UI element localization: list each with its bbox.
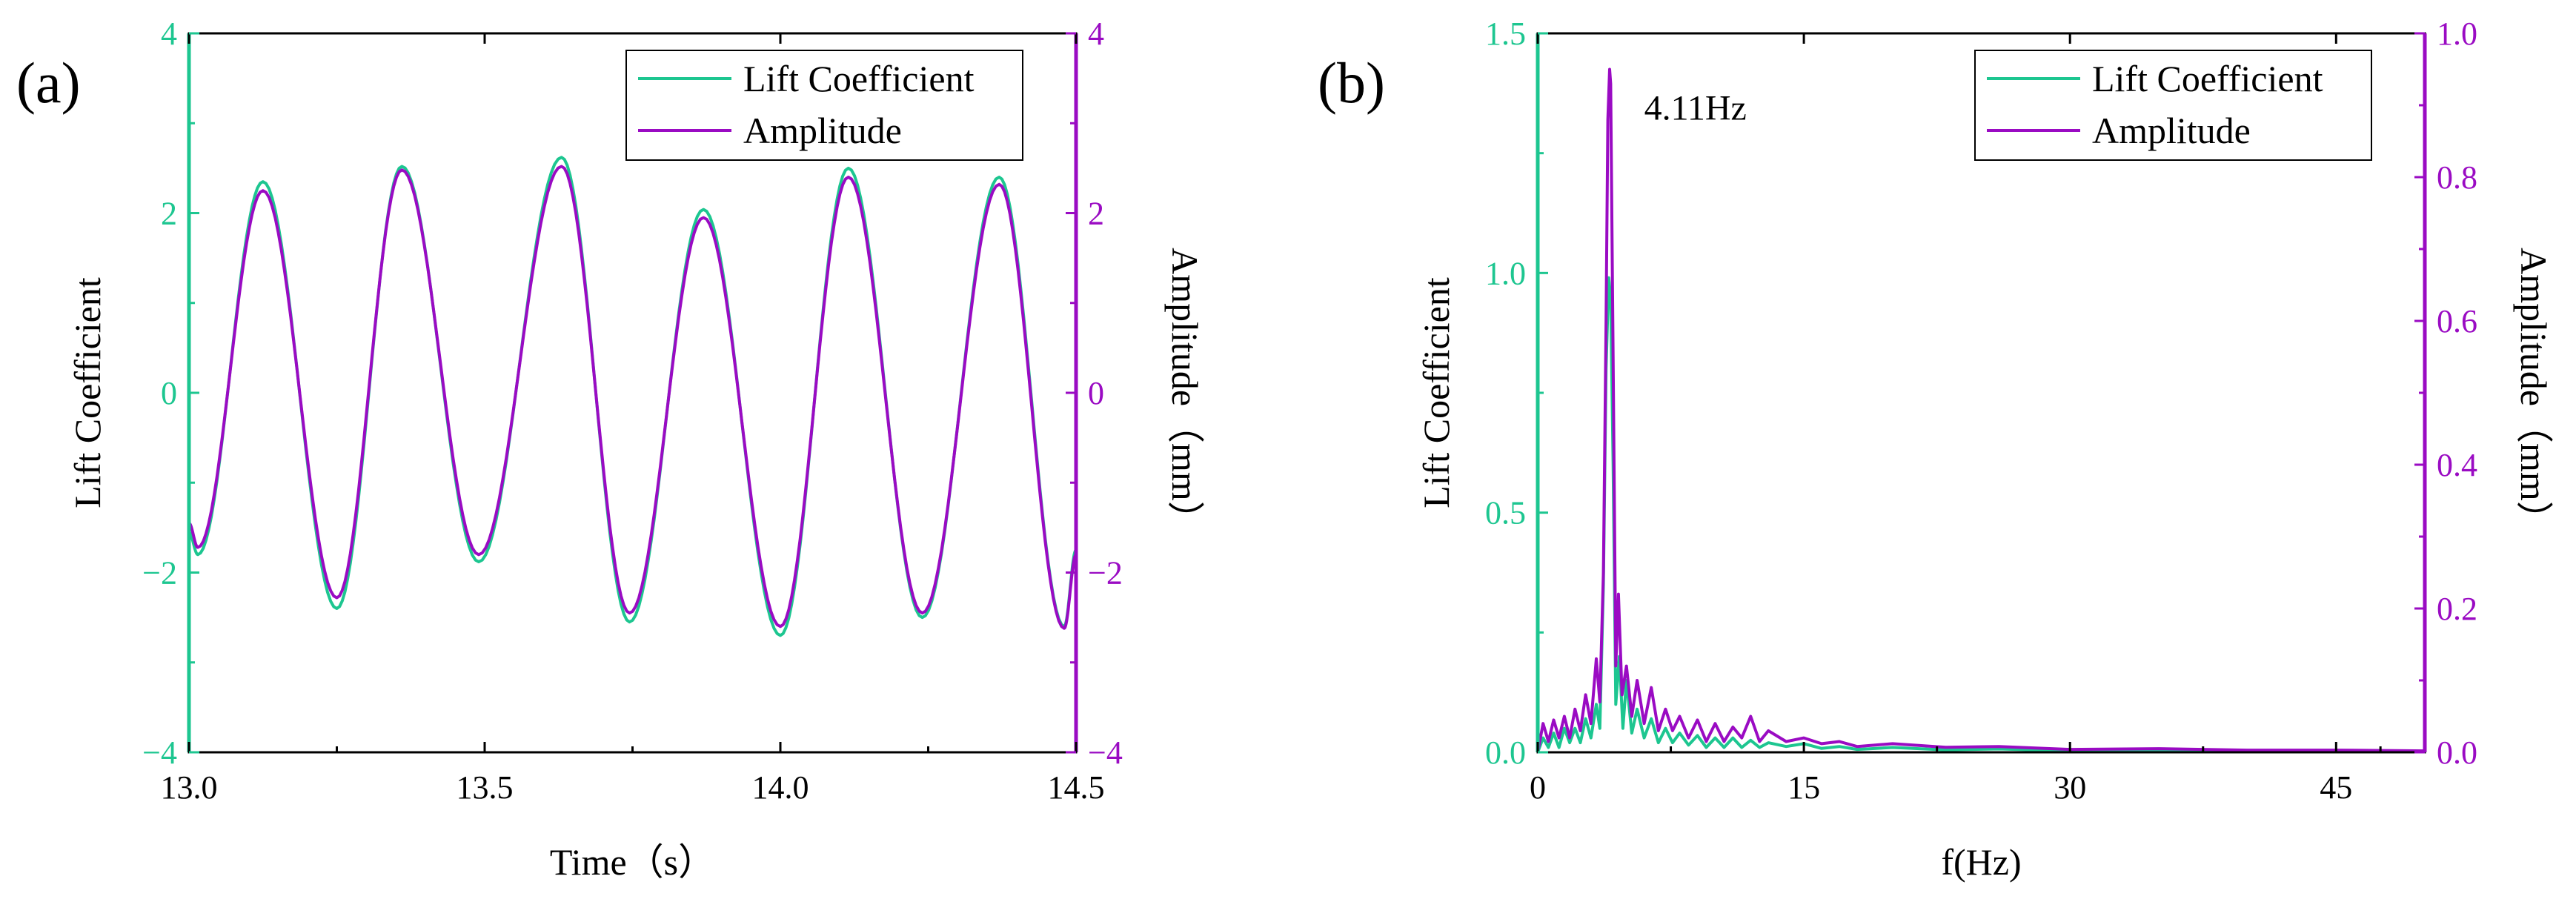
panel-a-legend: Lift Coefficient Amplitude — [625, 50, 1023, 161]
panel-a-y2-tick-label: 4 — [1088, 16, 1104, 52]
panel-b-y2-tick-label: 0.8 — [2437, 159, 2477, 196]
panel-b: (b) 0 15 30 45 0.0 0.5 1.0 1.5 0.0 0.2 0.4 0.6 0.8 1.… — [1318, 16, 2555, 883]
panel-b-legend-box — [1974, 50, 2372, 161]
panel-b-peak-annotation: 4.11Hz — [1644, 88, 1747, 127]
panel-a-x-axis-title: Time（s） — [550, 841, 715, 883]
panel-a-y2-tick-label: 0 — [1088, 375, 1104, 411]
panel-b-x-axis-title: f(Hz) — [1941, 841, 2021, 883]
panel-b-legend-label-amplitude: Amplitude — [2092, 110, 2251, 151]
panel-a-y-tick-label: −2 — [142, 555, 177, 591]
panel-b-y-tick-label: 1.0 — [1485, 255, 1526, 291]
panel-b-y-tick-label: 0.5 — [1485, 495, 1526, 531]
panel-a-legend-label-lift: Lift Coefficient — [743, 58, 975, 99]
panel-a-y-axis-title: Lift Coefficient — [67, 277, 108, 508]
panel-b-y-axis-title: Lift Coefficient — [1415, 277, 1457, 508]
panel-b-ticks: 0 15 30 45 0.0 0.5 1.0 1.5 0.0 0.2 0.4 0.6 0.8 1.0 — [1485, 16, 2477, 806]
panel-a-series — [187, 156, 1078, 637]
panel-b-x-tick-label: 0 — [1530, 769, 1546, 806]
panel-a-y2-axis-title: Amplitude（mm） — [1164, 248, 1206, 538]
panel-b-y2-tick-label: 1.0 — [2437, 16, 2477, 52]
panel-b-y2-axis-title: Amplitude（mm） — [2513, 248, 2555, 538]
panel-b-series-amplitude — [1536, 67, 2426, 753]
panel-b-y2-tick-label: 0.6 — [2437, 303, 2477, 339]
panel-a-y-tick-label: 2 — [161, 196, 177, 232]
panel-a-legend-label-amplitude: Amplitude — [743, 110, 902, 151]
panel-b-legend-label-lift: Lift Coefficient — [2092, 58, 2323, 99]
panel-a-y-tick-label: 4 — [161, 16, 177, 52]
panel-a-x-tick-label: 13.5 — [457, 769, 514, 806]
panel-a-x-tick-label: 14.5 — [1048, 769, 1105, 806]
panel-a-y-tick-label: 0 — [161, 375, 177, 411]
panel-b-y2-tick-label: 0.0 — [2437, 734, 2477, 771]
panel-a-y2-tick-label: 2 — [1088, 196, 1104, 232]
panel-b-x-tick-label: 30 — [2054, 769, 2086, 806]
panel-a-x-tick-label: 13.0 — [161, 769, 218, 806]
panel-b-x-tick-label: 15 — [1787, 769, 1820, 806]
panel-b-x-tick-label: 45 — [2320, 769, 2352, 806]
panel-b-y-tick-label: 1.5 — [1485, 16, 1526, 52]
panel-a-label: (a) — [16, 50, 81, 115]
panel-a-y-tick-label: −4 — [142, 734, 177, 771]
panel-b-y2-tick-label: 0.4 — [2437, 447, 2477, 483]
panel-a-legend-box — [625, 50, 1023, 161]
panel-b-legend: Lift Coefficient Amplitude — [1974, 50, 2372, 161]
panel-a-x-tick-label: 14.0 — [752, 769, 809, 806]
panel-a-y2-tick-label: −4 — [1088, 734, 1123, 771]
panel-b-y-tick-label: 0.0 — [1485, 734, 1526, 771]
panel-b-series-lift-coefficient — [1536, 276, 2426, 754]
panel-a-series-amplitude — [187, 165, 1078, 630]
panel-b-label: (b) — [1318, 50, 1385, 115]
panel-a-y2-tick-label: −2 — [1088, 555, 1123, 591]
panel-b-series — [1536, 67, 2426, 754]
panel-b-y2-tick-label: 0.2 — [2437, 591, 2477, 627]
